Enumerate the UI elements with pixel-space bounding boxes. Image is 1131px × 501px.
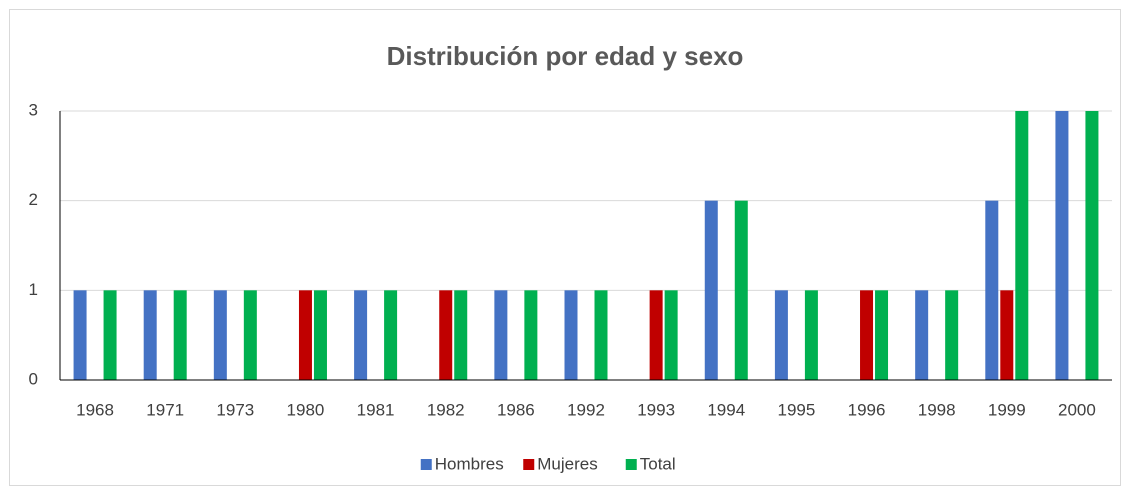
bar	[1055, 111, 1069, 380]
x-tick-label: 1980	[287, 400, 325, 419]
legend-swatch	[625, 459, 637, 470]
bar	[243, 290, 257, 380]
bar	[73, 290, 87, 380]
x-tick-label: 1994	[707, 400, 745, 419]
legend-label: Mujeres	[537, 454, 597, 473]
x-tick-label: 1973	[216, 400, 254, 419]
bar	[734, 200, 748, 380]
chart-border	[9, 9, 1121, 486]
bar	[439, 290, 453, 380]
bar	[384, 290, 398, 380]
bar	[704, 200, 718, 380]
x-tick-label: 1999	[988, 400, 1026, 419]
bar	[774, 290, 788, 380]
x-tick-label: 1993	[637, 400, 675, 419]
bar	[564, 290, 578, 380]
bar	[313, 290, 327, 380]
bar	[1015, 111, 1029, 380]
bar	[494, 290, 508, 380]
x-tick-label: 1995	[777, 400, 815, 419]
bar	[649, 290, 663, 380]
bar	[804, 290, 818, 380]
bar	[103, 290, 117, 380]
x-tick-label: 2000	[1058, 400, 1096, 419]
x-tick-label: 1992	[567, 400, 605, 419]
chart-title: Distribución por edad y sexo	[387, 41, 744, 71]
x-tick-label: 1998	[918, 400, 956, 419]
x-tick-label: 1981	[357, 400, 395, 419]
bar	[1085, 111, 1099, 380]
bar	[173, 290, 187, 380]
y-tick-label: 2	[29, 190, 38, 209]
y-tick-label: 0	[29, 369, 38, 388]
x-tick-label: 1982	[427, 400, 465, 419]
x-tick-label: 1996	[848, 400, 886, 419]
bar	[1000, 290, 1014, 380]
bar	[594, 290, 608, 380]
bar	[454, 290, 468, 380]
bar	[985, 200, 999, 380]
y-tick-label: 1	[29, 280, 38, 299]
bar	[664, 290, 678, 380]
bar	[524, 290, 538, 380]
legend-label: Total	[640, 454, 676, 473]
bar	[915, 290, 929, 380]
legend-label: Hombres	[435, 454, 504, 473]
x-tick-label: 1986	[497, 400, 535, 419]
bar	[875, 290, 889, 380]
legend-swatch	[523, 459, 535, 470]
x-tick-label: 1971	[146, 400, 184, 419]
bar	[945, 290, 959, 380]
bar	[860, 290, 874, 380]
y-tick-label: 3	[29, 100, 38, 119]
legend-swatch	[420, 459, 432, 470]
bar	[213, 290, 227, 380]
bar	[298, 290, 312, 380]
bar	[143, 290, 157, 380]
bar	[354, 290, 368, 380]
x-tick-label: 1968	[76, 400, 114, 419]
